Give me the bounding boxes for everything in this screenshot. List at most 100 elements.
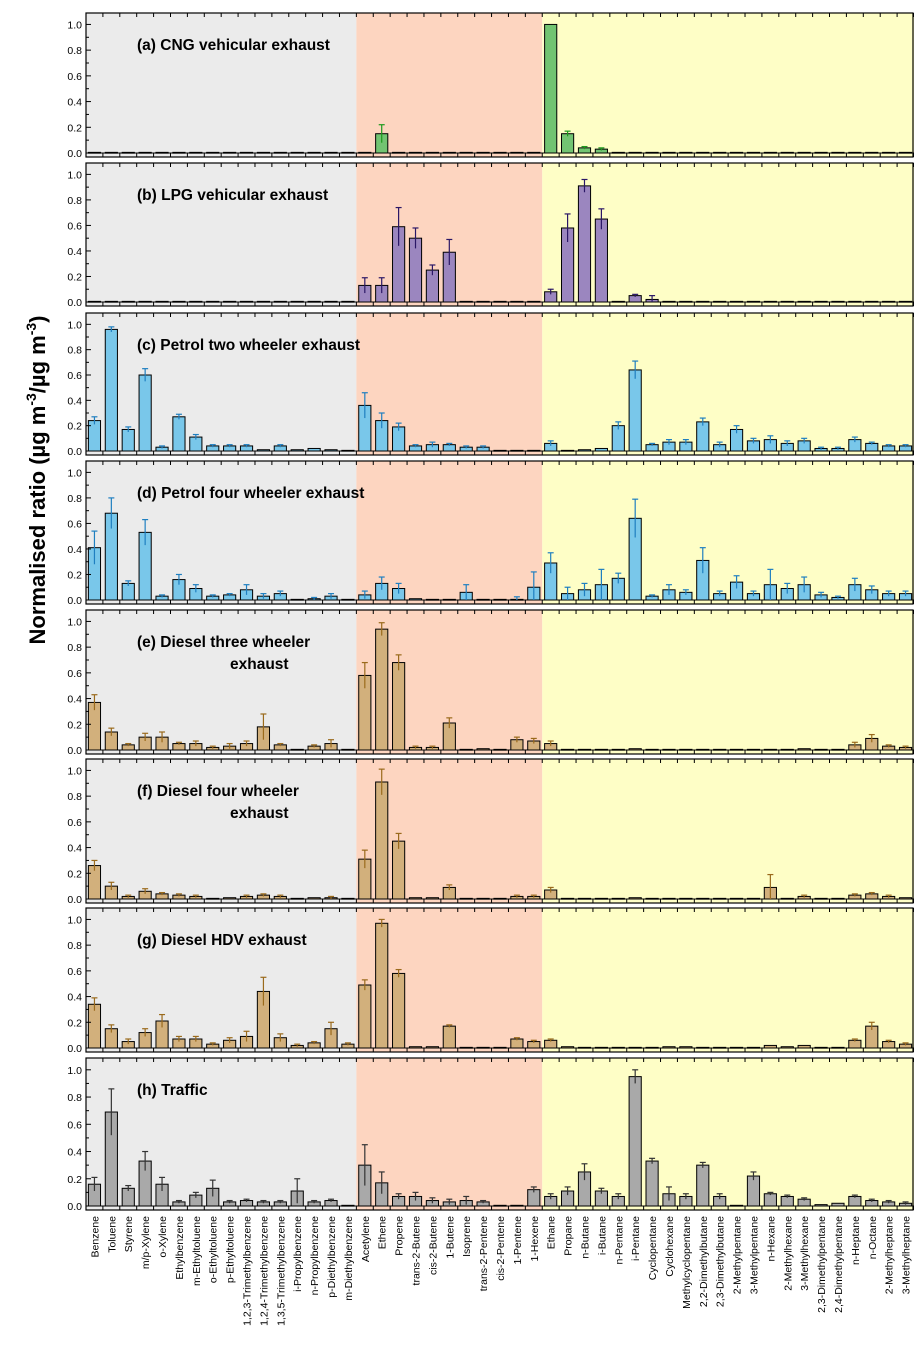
y-tick-label: 0.0	[67, 446, 82, 458]
bar	[392, 151, 406, 154]
bar	[87, 420, 102, 452]
category-label: i-Butane	[596, 1216, 608, 1255]
region-aromatics	[86, 461, 357, 604]
bar	[577, 449, 592, 452]
bar	[814, 1204, 828, 1207]
bar	[206, 897, 220, 900]
bar	[662, 300, 676, 303]
y-tick-label: 0.4	[67, 544, 82, 556]
bar	[290, 748, 304, 751]
panel-frame	[85, 162, 914, 307]
panel-title: (f) Diesel four wheeler	[137, 783, 299, 800]
bar	[408, 1046, 423, 1049]
bar	[746, 1046, 761, 1049]
bar	[746, 151, 761, 154]
bar	[797, 748, 811, 751]
bar	[476, 598, 490, 601]
bar	[865, 151, 879, 154]
bar	[713, 897, 727, 900]
bar	[358, 151, 372, 154]
bar	[358, 984, 372, 1049]
bar	[577, 748, 592, 751]
region-aromatics	[86, 13, 357, 157]
bar	[341, 748, 355, 751]
panel-title: (e) Diesel three wheeler	[137, 634, 310, 651]
panel-title: (a) CNG vehicular exhaust	[137, 37, 330, 54]
bar	[848, 300, 862, 303]
bar	[594, 447, 608, 452]
category-label: 2-Methylpentane	[732, 1216, 744, 1294]
panel-frame	[85, 609, 914, 755]
bar	[814, 151, 828, 154]
y-axis-label-mid: /µg m	[25, 335, 50, 393]
region-alkenes	[356, 461, 543, 604]
bar	[239, 151, 254, 154]
category-label: Benzene	[89, 1216, 101, 1258]
bar	[594, 748, 608, 751]
bar	[104, 328, 118, 452]
y-tick-label: 0.4	[67, 992, 82, 1004]
bar	[324, 449, 338, 452]
bar	[87, 1003, 102, 1049]
bar	[206, 300, 220, 303]
panel-frame	[85, 907, 914, 1053]
bar	[459, 748, 473, 751]
category-label: i-Propylbenzene	[292, 1216, 304, 1292]
bar	[375, 628, 389, 751]
bar	[645, 1160, 659, 1207]
y-axis-label-exp2: -3	[23, 323, 39, 336]
category-label: i-Pentane	[630, 1216, 642, 1261]
region-alkanes	[542, 610, 914, 754]
category-label: Ethane	[546, 1216, 558, 1249]
category-label: cis-2-Butene	[427, 1216, 439, 1275]
bar	[510, 300, 524, 303]
category-label: n-Pentane	[613, 1216, 625, 1265]
bar	[256, 300, 271, 303]
bar	[882, 300, 896, 303]
bar	[425, 897, 439, 900]
category-label: Propene	[394, 1216, 406, 1256]
bar	[155, 300, 169, 303]
y-tick-label: 0.8	[67, 45, 82, 57]
bar	[223, 897, 237, 900]
bar	[493, 1204, 507, 1207]
category-label: p-Diethylbenzene	[326, 1216, 338, 1298]
bar	[493, 449, 507, 452]
y-tick-label: 0.2	[67, 868, 82, 880]
bar	[341, 1204, 355, 1207]
bar	[729, 897, 744, 900]
bar	[729, 300, 744, 303]
y-tick-label: 0.8	[67, 940, 82, 952]
bar	[628, 1076, 642, 1207]
category-label: Propane	[563, 1216, 575, 1256]
category-label: Toluene	[106, 1216, 118, 1253]
bar	[831, 748, 845, 751]
bar	[510, 1204, 524, 1207]
bar	[780, 300, 794, 303]
bar	[425, 1046, 439, 1049]
bar	[628, 151, 642, 154]
bar	[780, 897, 794, 900]
bar	[696, 300, 710, 303]
bar	[172, 300, 186, 303]
y-tick-label: 0.4	[67, 1147, 82, 1159]
bar	[611, 748, 625, 751]
bar	[611, 897, 625, 900]
bar	[290, 151, 304, 154]
panel-frame	[85, 758, 914, 904]
bar	[121, 300, 135, 303]
bar	[561, 133, 575, 154]
bar	[290, 897, 304, 900]
panel-frame	[85, 12, 914, 158]
y-tick-label: 0.6	[67, 71, 82, 83]
category-label: m-Diethylbenzene	[343, 1216, 355, 1301]
panel-frame	[85, 460, 914, 605]
y-tick-label: 0.0	[67, 148, 82, 160]
region-aromatics	[86, 1058, 357, 1210]
y-tick-label: 1.0	[67, 1065, 82, 1077]
bar	[696, 1046, 710, 1049]
bar	[442, 1025, 456, 1049]
panel-2: 0.0 0.2 0.4 0.6 0.8 1.0 (b) LPG vehicular exha…	[67, 162, 914, 309]
bar	[898, 300, 913, 303]
bar	[341, 598, 355, 601]
